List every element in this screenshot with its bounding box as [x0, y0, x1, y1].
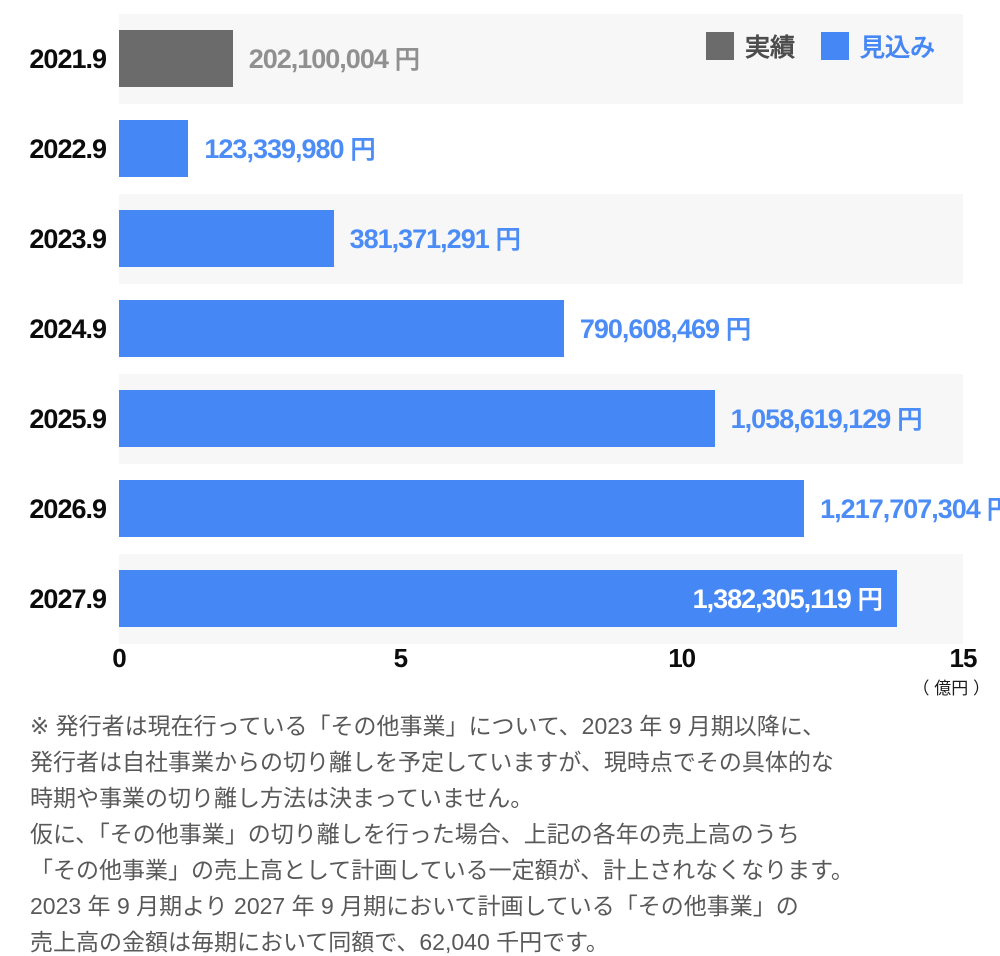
bar-track: 123,339,980 円 [119, 104, 963, 194]
bar-2021.9 [119, 30, 233, 87]
x-tick-10: 10 [668, 643, 696, 673]
year-label: 2027.9 [29, 584, 107, 614]
footnote-line: 2023 年 9 月期より 2027 年 9 月期において計画している「その他事… [30, 893, 799, 919]
value-unit: 円 [726, 316, 752, 344]
footnote: ※ 発行者は現在行っている「その他事業」について、2023 年 9 月期以降に、… [30, 708, 972, 956]
x-tick-15: 15 [949, 643, 978, 673]
bar-2023.9 [119, 210, 334, 267]
chart-row: 2025.9 1,058,619,129 円 [0, 374, 963, 464]
revenue-bar-chart: 2021.9 202,100,004 円 2022.9 123,339,980 円 … [0, 14, 1000, 698]
year-label: 2026.9 [29, 494, 107, 524]
chart-row: 2024.9 790,608,469 円 [0, 284, 963, 374]
chart-row: 2023.9 381,371,291 円 [0, 194, 963, 284]
value-unit: 円 [495, 226, 521, 254]
value-label: 1,058,619,129 円 [731, 374, 923, 464]
x-tick-0: 0 [112, 643, 127, 673]
year-label: 2022.9 [29, 134, 107, 164]
bar-2027.9 [119, 570, 897, 627]
legend-actual-label: 実績 [744, 34, 795, 62]
value-number: 1,058,619,129 [730, 404, 892, 434]
value-label: 1,217,707,304 円 [820, 464, 1000, 554]
legend-forecast-swatch [820, 32, 849, 60]
footnote-line: 仮に、「その他事業」の切り離しを行った場合、上記の各年の売上高のうち [30, 821, 800, 847]
year-label: 2023.9 [29, 224, 107, 254]
bar-2026.9 [119, 480, 805, 537]
year-label: 2021.9 [29, 44, 107, 74]
value-label: 123,339,980 円 [204, 104, 375, 194]
legend-actual-swatch [705, 32, 734, 60]
x-tick-5: 5 [393, 643, 409, 673]
value-number: 381,371,291 [349, 224, 490, 254]
value-number: 790,608,469 [579, 314, 720, 344]
legend: 実績 見込み [705, 32, 935, 62]
value-label: 202,100,004 円 [249, 14, 420, 104]
bar-track: 1,058,619,129 円 [119, 374, 963, 464]
value-number: 1,382,305,119 [692, 584, 852, 614]
x-axis: 0 5 10 15 [112, 643, 977, 673]
bar-2024.9 [119, 300, 564, 357]
footnote-line: 「その他事業」の売上高として計画している一定額が、計上されなくなります。 [30, 857, 854, 883]
footnote-line: 発行者は自社事業からの切り離しを予定していますが、現時点でその具体的な [30, 749, 834, 775]
value-unit: 円 [394, 46, 420, 74]
bar-track: 790,608,469 円 [119, 284, 963, 374]
value-number: 202,100,004 [248, 44, 389, 74]
value-unit: 円 [350, 136, 376, 164]
bar-track: 1,217,707,304 円 [119, 464, 1000, 554]
bar-2022.9 [119, 120, 189, 177]
footnote-line: 時期や事業の切り離し方法は決まっていません。 [30, 785, 534, 811]
value-label: 790,608,469 円 [580, 284, 751, 374]
value-label: 1,382,305,119 円 [693, 554, 883, 644]
bar-2025.9 [119, 390, 715, 447]
axis-unit-label: （ 億円 ） [912, 679, 990, 698]
value-label: 381,371,291 円 [350, 194, 521, 284]
legend-forecast-label: 見込み [859, 34, 935, 62]
chart-row: 2022.9 123,339,980 円 [0, 104, 963, 194]
value-unit: 円 [857, 586, 883, 614]
chart-row: 2027.9 1,382,305,119 円 [0, 554, 963, 644]
footnote-line: ※ 発行者は現在行っている「その他事業」について、2023 年 9 月期以降に、 [30, 713, 826, 739]
chart-row: 2026.9 1,217,707,304 円 [0, 464, 1000, 554]
chart-rows: 2021.9 202,100,004 円 2022.9 123,339,980 円 … [0, 14, 1000, 644]
footnote-line: 売上高の金額は毎期において同額で、62,040 千円です。 [30, 929, 609, 955]
value-number: 123,339,980 [204, 134, 344, 164]
bar-track: 1,382,305,119 円 [119, 554, 963, 644]
year-label: 2025.9 [29, 404, 107, 434]
year-label: 2024.9 [29, 314, 107, 344]
value-number: 1,217,707,304 [820, 494, 981, 524]
bar-track: 381,371,291 円 [119, 194, 963, 284]
value-unit: 円 [986, 496, 1000, 524]
value-unit: 円 [897, 406, 923, 434]
